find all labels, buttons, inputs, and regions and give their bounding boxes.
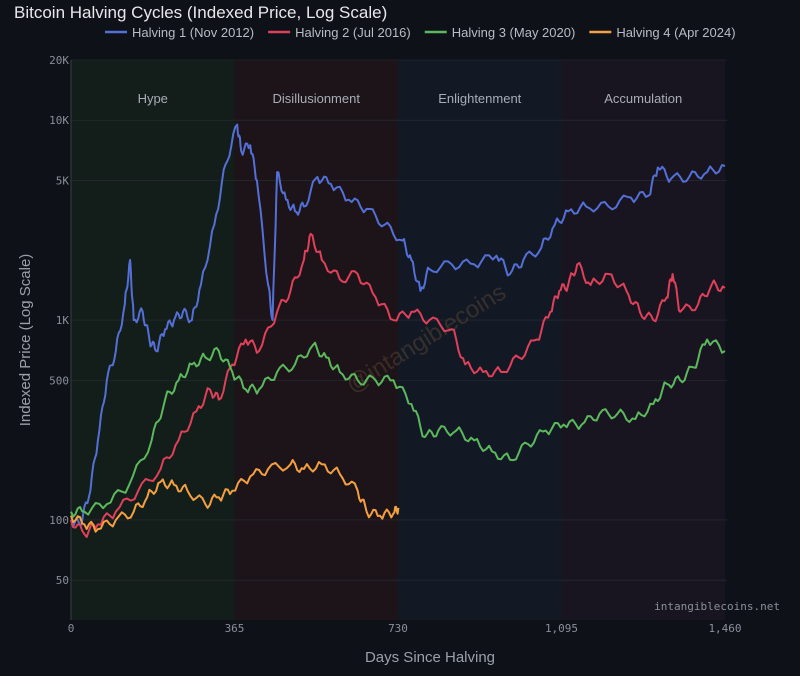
series-line — [70, 338, 726, 518]
series-lines — [70, 123, 726, 538]
phase-label: Disillusionment — [273, 91, 361, 106]
phase-bands: Hype Disillusionment Enlightenment Accumula… — [71, 60, 725, 620]
legend-item: Halving 4 (Apr 2024) — [616, 25, 735, 40]
y-tick-label: 1K — [56, 314, 70, 327]
y-axis: 50 100 500 1K 5K 10K 20K — [49, 54, 69, 587]
legend-item: Halving 3 (May 2020) — [452, 25, 576, 40]
legend: Halving 1 (Nov 2012) Halving 2 (Jul 2016)… — [105, 25, 736, 40]
x-axis: 0 365 730 1,095 1,460 — [68, 622, 742, 635]
legend-item: Halving 1 (Nov 2012) — [132, 25, 254, 40]
x-tick-label: 1,095 — [545, 622, 578, 635]
y-tick-label: 20K — [49, 54, 69, 67]
phase-label: Enlightenment — [438, 91, 521, 106]
series-line — [70, 232, 726, 538]
x-tick-label: 365 — [225, 622, 245, 635]
x-tick-label: 0 — [68, 622, 75, 635]
y-tick-label: 50 — [56, 574, 69, 587]
y-tick-label: 100 — [49, 514, 69, 527]
phase-label: Hype — [138, 91, 168, 106]
phase-band — [234, 60, 398, 620]
phase-label: Accumulation — [604, 91, 682, 106]
y-tick-label: 5K — [56, 174, 70, 187]
x-tick-label: 730 — [388, 622, 408, 635]
y-tick-label: 10K — [49, 114, 69, 127]
grid — [70, 59, 727, 620]
x-axis-label: Days Since Halving — [365, 649, 495, 666]
chart-title: Bitcoin Halving Cycles (Indexed Price, L… — [14, 3, 387, 22]
y-tick-label: 500 — [49, 374, 69, 387]
legend-item: Halving 2 (Jul 2016) — [295, 25, 411, 40]
y-axis-label: Indexed Price (Log Scale) — [17, 254, 34, 427]
phase-band — [561, 60, 725, 620]
x-tick-label: 1,460 — [708, 622, 741, 635]
source-label: intangiblecoins.net — [654, 600, 780, 613]
series-line — [70, 459, 400, 533]
series-line — [70, 123, 726, 527]
phase-band — [71, 60, 235, 620]
